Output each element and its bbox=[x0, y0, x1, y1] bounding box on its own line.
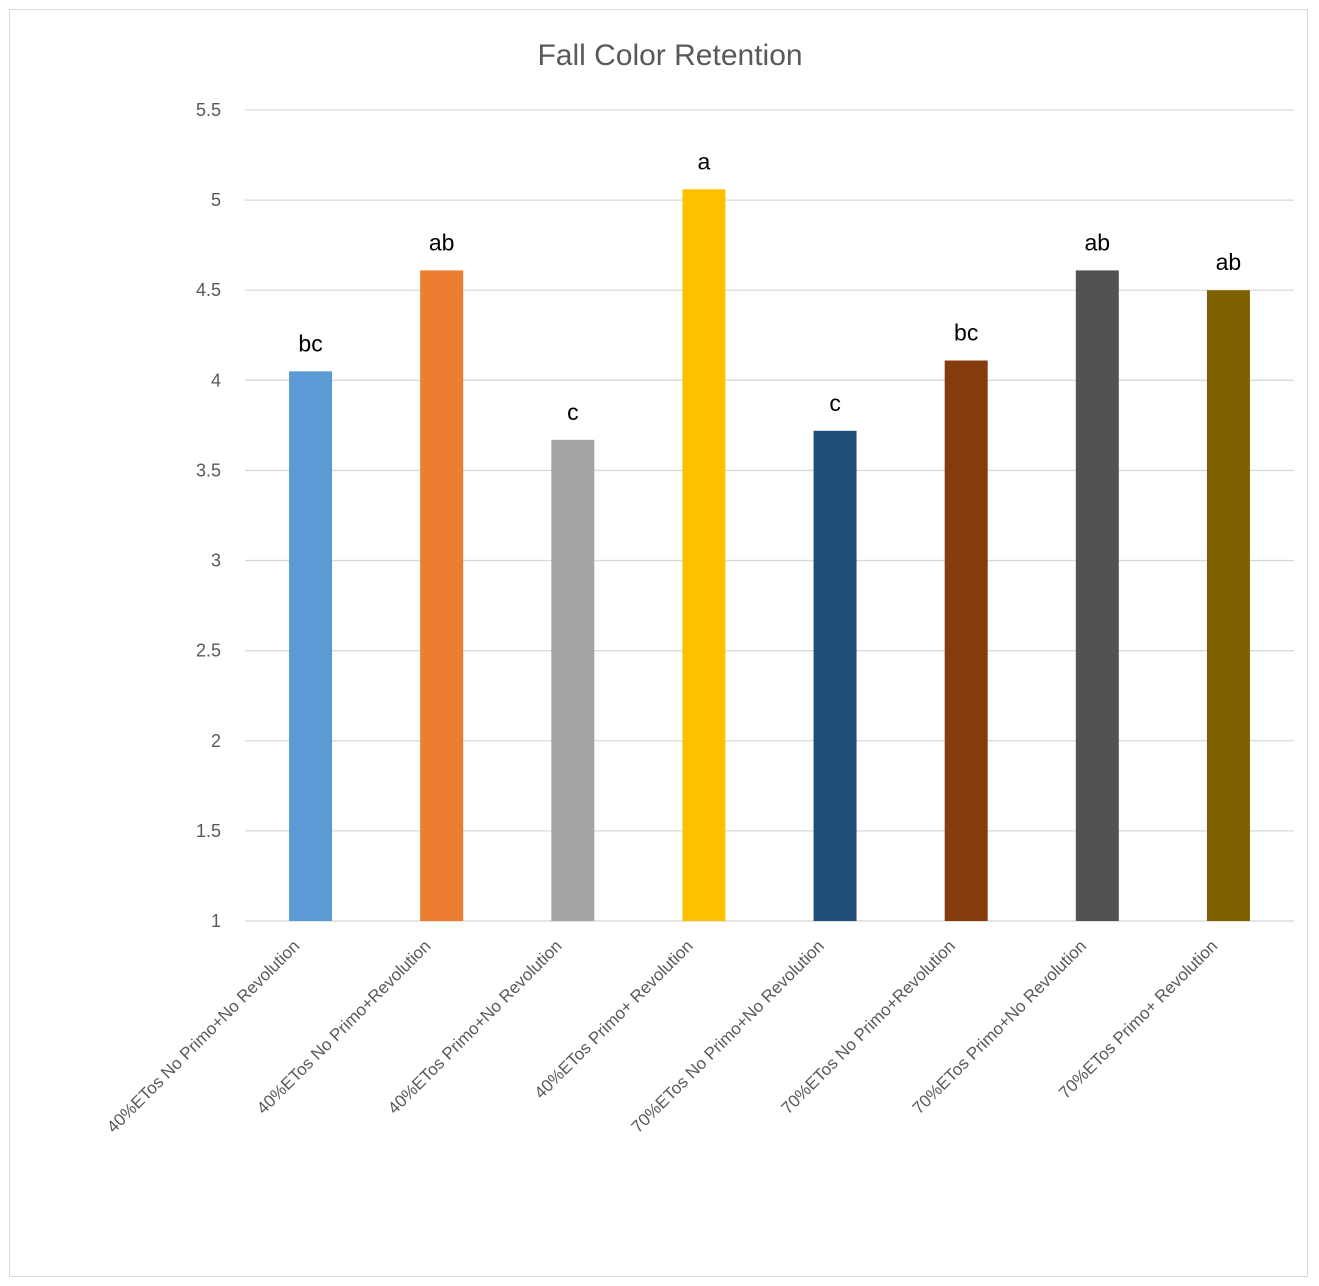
bar bbox=[551, 439, 595, 921]
y-tick-label: 2.5 bbox=[196, 641, 221, 661]
bar bbox=[289, 371, 333, 921]
y-tick-label: 5.5 bbox=[196, 100, 221, 120]
bar bbox=[1206, 290, 1250, 921]
y-tick-label: 4.5 bbox=[196, 280, 221, 300]
chart-title: Fall Color Retention bbox=[537, 39, 802, 72]
data-label: c bbox=[567, 399, 579, 425]
data-label: a bbox=[698, 148, 711, 174]
y-tick-label: 1 bbox=[211, 911, 221, 931]
y-tick-label: 4 bbox=[211, 370, 221, 390]
y-tick-label: 1.5 bbox=[196, 821, 221, 841]
data-label: bc bbox=[954, 320, 978, 346]
bar bbox=[944, 360, 988, 921]
data-label: ab bbox=[429, 229, 455, 255]
bars bbox=[289, 189, 1250, 921]
data-label: ab bbox=[1085, 229, 1111, 255]
x-tick-label: 40%ETos Primo+ Revolution bbox=[531, 936, 697, 1102]
bar bbox=[813, 430, 857, 921]
bar bbox=[1075, 270, 1119, 921]
y-axis-ticks: 1 1.5 2 2.5 3 3.5 4 4.5 5 5.5 bbox=[196, 100, 221, 931]
y-tick-label: 3.5 bbox=[196, 460, 221, 480]
bar bbox=[682, 189, 726, 921]
data-label: c bbox=[829, 390, 841, 416]
bar bbox=[420, 270, 464, 921]
y-tick-label: 2 bbox=[211, 731, 221, 751]
gridlines bbox=[245, 109, 1294, 922]
data-label: bc bbox=[298, 330, 322, 356]
data-label: ab bbox=[1216, 249, 1242, 275]
x-tick-label: 70%ETos Primo+ Revolution bbox=[1055, 936, 1221, 1102]
data-labels: bc ab c a c bc ab ab bbox=[298, 148, 1241, 425]
y-tick-label: 3 bbox=[211, 551, 221, 571]
y-tick-label: 5 bbox=[211, 190, 221, 210]
